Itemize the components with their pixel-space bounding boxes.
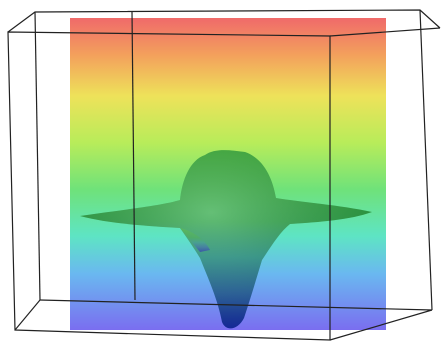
volume-render bbox=[0, 0, 444, 343]
page bbox=[0, 0, 444, 343]
